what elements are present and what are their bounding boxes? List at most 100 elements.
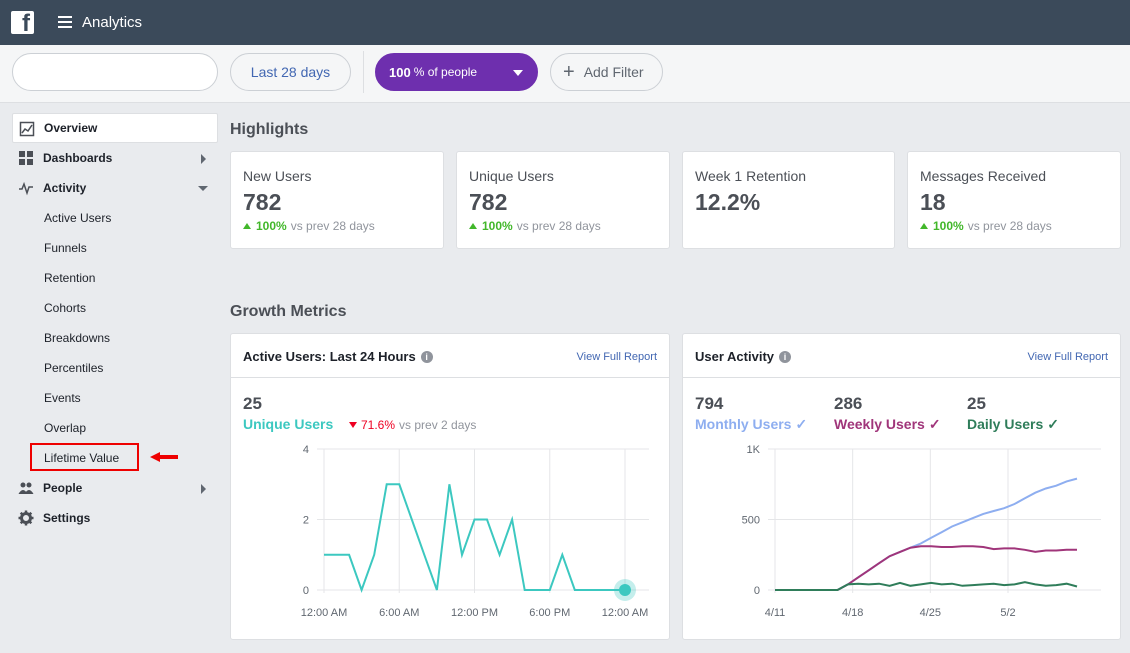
- change-value: 100%: [933, 219, 964, 233]
- change-suffix: vs prev 2 days: [399, 418, 477, 432]
- check-icon: ✓: [928, 416, 941, 432]
- people-segment-button[interactable]: 100 % of people: [375, 53, 538, 91]
- metric-value: 794: [695, 394, 724, 413]
- card-title-text: User Activity: [695, 349, 774, 364]
- current-point-marker: [619, 584, 631, 596]
- highlight-card-new-users[interactable]: New Users 782 100% vs prev 28 days: [230, 151, 444, 249]
- active-users-chart: 0 2 4 12:00 AM 6:00 AM 12:00 PM 6:00 PM 12:00 A…: [301, 444, 649, 619]
- view-full-report-link[interactable]: View Full Report: [1027, 351, 1109, 363]
- arrow-up-icon: [243, 223, 251, 229]
- sidebar-item-label: Activity: [43, 181, 87, 195]
- check-icon: ✓: [1047, 416, 1060, 432]
- chevron-right-icon: [201, 154, 206, 164]
- app-title: Analytics: [82, 14, 143, 31]
- sidebar-item-settings[interactable]: Settings: [12, 503, 218, 533]
- y-tick-label: 0: [754, 585, 760, 597]
- check-icon: ✓: [795, 416, 808, 432]
- series-line-unique-users: [324, 483, 625, 593]
- sidebar-item-people[interactable]: People: [12, 473, 218, 503]
- y-tick-label: 500: [742, 515, 760, 527]
- date-range-button[interactable]: Last 28 days: [230, 53, 351, 91]
- highlight-change: 100% vs prev 28 days: [920, 219, 1052, 233]
- view-full-report-link[interactable]: View Full Report: [576, 351, 658, 363]
- metric-toggle-monthly[interactable]: Monthly Users ✓: [695, 416, 807, 433]
- filter-divider: [363, 51, 364, 93]
- metric-label: Daily Users: [967, 416, 1044, 432]
- series-line-monthly-users: [775, 477, 1078, 591]
- highlights-title: Highlights: [230, 121, 309, 138]
- card-title: Active Users: Last 24 Hours i: [243, 349, 433, 364]
- line-chart-icon: [19, 121, 35, 137]
- highlight-value: 18: [920, 189, 946, 215]
- x-tick-label: 4/11: [765, 607, 786, 619]
- sidebar-item-overview[interactable]: Overview: [12, 113, 218, 143]
- x-tick-label: 5/2: [1000, 607, 1015, 619]
- add-filter-label: Add Filter: [583, 64, 644, 80]
- card-header: Active Users: Last 24 Hours i View Full R…: [231, 334, 669, 378]
- info-icon[interactable]: i: [420, 350, 433, 363]
- filter-bar: Last 28 days 100 % of people + Add Filte…: [0, 45, 1130, 103]
- highlight-value: 782: [243, 189, 282, 215]
- app-selector-input[interactable]: [12, 53, 218, 91]
- highlight-card-unique-users[interactable]: Unique Users 782 100% vs prev 28 days: [456, 151, 670, 249]
- hamburger-menu-icon[interactable]: [58, 16, 72, 28]
- highlight-card-messages-received[interactable]: Messages Received 18 100% vs prev 28 days: [907, 151, 1121, 249]
- change-value: 100%: [256, 219, 287, 233]
- sidebar-subitem-retention[interactable]: Retention: [44, 271, 96, 285]
- metric-label: Weekly Users: [834, 416, 925, 432]
- facebook-logo-icon[interactable]: f: [11, 11, 34, 34]
- active-users-card: Active Users: Last 24 Hours i View Full R…: [230, 333, 670, 640]
- metric-toggle-daily[interactable]: Daily Users ✓: [967, 416, 1059, 433]
- card-header: User Activity i View Full Report: [683, 334, 1120, 378]
- arrow-up-icon: [469, 223, 477, 229]
- annotation-highlight-box: [30, 443, 139, 471]
- people-suffix: % of people: [413, 65, 478, 79]
- card-title: User Activity i: [695, 349, 791, 364]
- metric-toggle-weekly[interactable]: Weekly Users ✓: [834, 416, 941, 433]
- sidebar-subitem-lifetime-value[interactable]: Lifetime Value: [44, 451, 120, 465]
- change-value: 100%: [482, 219, 513, 233]
- sidebar-subitem-events[interactable]: Events: [44, 391, 81, 405]
- y-tick-label: 4: [303, 444, 309, 456]
- x-tick-label: 4/18: [842, 607, 863, 619]
- metric-value: 286: [834, 394, 863, 413]
- highlight-label: New Users: [243, 168, 312, 184]
- sidebar-item-label: Overview: [44, 121, 98, 135]
- gear-icon: [18, 510, 34, 526]
- metric-change: 71.6% vs prev 2 days: [349, 418, 476, 432]
- metric-value: 25: [243, 394, 262, 413]
- sidebar-subitem-breakdowns[interactable]: Breakdowns: [44, 331, 111, 345]
- card-title-text: Active Users: Last 24 Hours: [243, 349, 416, 364]
- sidebar-item-activity[interactable]: Activity: [12, 173, 218, 203]
- info-icon[interactable]: i: [779, 350, 791, 363]
- sidebar-subitem-funnels[interactable]: Funnels: [44, 241, 87, 255]
- x-tick-label: 12:00 PM: [451, 607, 498, 619]
- sidebar: Overview Dashboards Activity Active User…: [12, 113, 218, 533]
- sidebar-subitem-percentiles[interactable]: Percentiles: [44, 361, 104, 375]
- change-value: 71.6%: [361, 418, 396, 432]
- sidebar-subitem-overlap[interactable]: Overlap: [44, 421, 87, 435]
- user-activity-chart: 0 500 1K 4/11 4/18 4/25 5/2: [742, 444, 1101, 619]
- metric-value: 25: [967, 394, 986, 413]
- top-bar: f Analytics: [0, 0, 1130, 45]
- x-tick-label: 12:00 AM: [301, 607, 347, 619]
- y-tick-label: 0: [303, 585, 309, 597]
- sidebar-item-dashboards[interactable]: Dashboards: [12, 143, 218, 173]
- metric-label: Monthly Users: [695, 416, 792, 432]
- grid-icon: [19, 151, 33, 165]
- sidebar-subitem-active-users[interactable]: Active Users: [44, 211, 112, 225]
- x-tick-label: 4/25: [920, 607, 941, 619]
- highlight-label: Messages Received: [920, 168, 1047, 184]
- metric-label: Unique Users: [243, 416, 334, 432]
- pulse-icon: [19, 181, 33, 196]
- highlight-card-week1-retention[interactable]: Week 1 Retention 12.2%: [682, 151, 895, 249]
- x-tick-label: 12:00 AM: [602, 607, 648, 619]
- sidebar-subitem-cohorts[interactable]: Cohorts: [44, 301, 87, 315]
- highlight-label: Week 1 Retention: [695, 168, 807, 184]
- sidebar-item-label: People: [43, 481, 83, 495]
- arrow-up-icon: [920, 223, 928, 229]
- growth-metrics-title: Growth Metrics: [230, 303, 347, 320]
- people-icon: [18, 482, 34, 494]
- add-filter-button[interactable]: + Add Filter: [550, 53, 663, 91]
- x-tick-label: 6:00 AM: [379, 607, 419, 619]
